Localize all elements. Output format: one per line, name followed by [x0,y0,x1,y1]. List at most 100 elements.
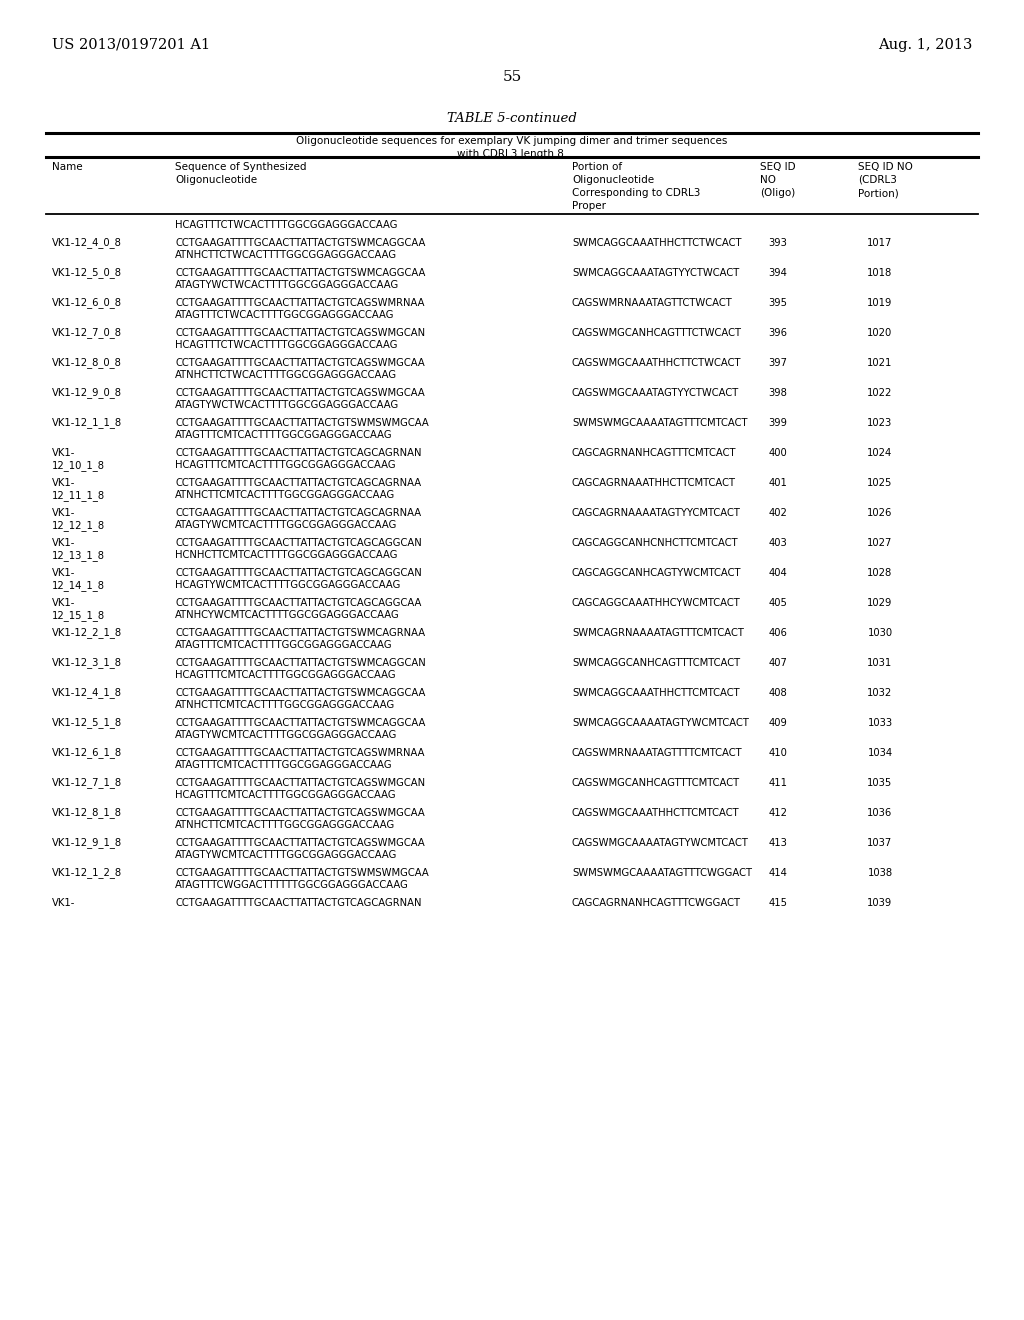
Text: HCAGTTTCMTCACTTTTGGCGGAGGGACCAAG: HCAGTTTCMTCACTTTTGGCGGAGGGACCAAG [175,671,395,680]
Text: VK1-: VK1- [52,568,76,578]
Text: 1020: 1020 [867,327,893,338]
Text: CCTGAAGATTTTGCAACTTATTACTGTCAGCAGGCAN: CCTGAAGATTTTGCAACTTATTACTGTCAGCAGGCAN [175,537,422,548]
Text: SWMSWMGCAAAATAGTTTCMTCACT: SWMSWMGCAAAATAGTTTCMTCACT [572,417,748,428]
Text: Oligonucleotide: Oligonucleotide [572,176,654,185]
Text: Name: Name [52,162,83,172]
Text: 404: 404 [769,568,787,578]
Text: 401: 401 [769,478,787,487]
Text: CAGSWMGCANHCAGTTTCTWCACT: CAGSWMGCANHCAGTTTCTWCACT [572,327,742,338]
Text: SEQ ID NO: SEQ ID NO [858,162,912,172]
Text: Portion of: Portion of [572,162,623,172]
Text: 1019: 1019 [867,297,893,308]
Text: CCTGAAGATTTTGCAACTTATTACTGTCAGCAGRNAA: CCTGAAGATTTTGCAACTTATTACTGTCAGCAGRNAA [175,478,421,487]
Text: 12_12_1_8: 12_12_1_8 [52,520,105,531]
Text: SWMCAGRNAAAATAGTTTCMTCACT: SWMCAGRNAAAATAGTTTCMTCACT [572,627,743,638]
Text: SWMCAGGCAAATAGTYYCTWCACT: SWMCAGGCAAATAGTYYCTWCACT [572,268,739,277]
Text: VK1-12_9_0_8: VK1-12_9_0_8 [52,388,122,399]
Text: 1024: 1024 [867,447,893,458]
Text: 409: 409 [769,718,787,727]
Text: CAGSWMGCAAATHHCTTCMTCACT: CAGSWMGCAAATHHCTTCMTCACT [572,808,739,817]
Text: SWMCAGGCANHCAGTTTCMTCACT: SWMCAGGCANHCAGTTTCMTCACT [572,657,740,668]
Text: ATAGTYWCMTCACTTTTGGCGGAGGGACCAAG: ATAGTYWCMTCACTTTTGGCGGAGGGACCAAG [175,520,397,531]
Text: CAGCAGRNAAATHHCTTCMTCACT: CAGCAGRNAAATHHCTTCMTCACT [572,478,736,487]
Text: CCTGAAGATTTTGCAACTTATTACTGTCAGSWMGCAA: CCTGAAGATTTTGCAACTTATTACTGTCAGSWMGCAA [175,808,425,817]
Text: Oligonucleotide sequences for exemplary VK jumping dimer and trimer sequences: Oligonucleotide sequences for exemplary … [296,136,728,147]
Text: CCTGAAGATTTTGCAACTTATTACTGTCAGSWMGCAA: CCTGAAGATTTTGCAACTTATTACTGTCAGSWMGCAA [175,837,425,847]
Text: VK1-: VK1- [52,898,76,908]
Text: 412: 412 [768,808,787,817]
Text: SEQ ID: SEQ ID [760,162,796,172]
Text: 1018: 1018 [867,268,893,277]
Text: CAGCAGGCANHCAGTYWCMTCACT: CAGCAGGCANHCAGTYWCMTCACT [572,568,741,578]
Text: 1033: 1033 [867,718,893,727]
Text: US 2013/0197201 A1: US 2013/0197201 A1 [52,38,210,51]
Text: CAGCAGGCAAATHHCYWCMTCACT: CAGCAGGCAAATHHCYWCMTCACT [572,598,740,607]
Text: CCTGAAGATTTTGCAACTTATTACTGTCAGSWMGCAN: CCTGAAGATTTTGCAACTTATTACTGTCAGSWMGCAN [175,777,425,788]
Text: 1025: 1025 [867,478,893,487]
Text: 1030: 1030 [867,627,893,638]
Text: ATAGTTTCMTCACTTTTGGCGGAGGGACCAAG: ATAGTTTCMTCACTTTTGGCGGAGGGACCAAG [175,760,392,770]
Text: Portion): Portion) [858,187,899,198]
Text: 403: 403 [769,537,787,548]
Text: CAGSWMGCAAAATAGTYWCMTCACT: CAGSWMGCAAAATAGTYWCMTCACT [572,837,749,847]
Text: VK1-12_8_0_8: VK1-12_8_0_8 [52,358,122,368]
Text: 402: 402 [769,507,787,517]
Text: CAGCAGRNANHCAGTTTCWGGACT: CAGCAGRNANHCAGTTTCWGGACT [572,898,741,908]
Text: 414: 414 [769,867,787,878]
Text: VK1-12_1_2_8: VK1-12_1_2_8 [52,867,122,878]
Text: 55: 55 [503,70,521,84]
Text: 1035: 1035 [867,777,893,788]
Text: CCTGAAGATTTTGCAACTTATTACTGTCAGSWMRNAA: CCTGAAGATTTTGCAACTTATTACTGTCAGSWMRNAA [175,297,425,308]
Text: CAGCAGGCANHCNHCTTCMTCACT: CAGCAGGCANHCNHCTTCMTCACT [572,537,738,548]
Text: HCAGTTTCTWCACTTTTGGCGGAGGGACCAAG: HCAGTTTCTWCACTTTTGGCGGAGGGACCAAG [175,341,397,350]
Text: CCTGAAGATTTTGCAACTTATTACTGTCAGCAGGCAA: CCTGAAGATTTTGCAACTTATTACTGTCAGCAGGCAA [175,598,421,607]
Text: CCTGAAGATTTTGCAACTTATTACTGTCAGCAGRNAA: CCTGAAGATTTTGCAACTTATTACTGTCAGCAGRNAA [175,507,421,517]
Text: CCTGAAGATTTTGCAACTTATTACTGTCAGCAGGCAN: CCTGAAGATTTTGCAACTTATTACTGTCAGCAGGCAN [175,568,422,578]
Text: 1021: 1021 [867,358,893,367]
Text: 398: 398 [769,388,787,397]
Text: CCTGAAGATTTTGCAACTTATTACTGTSWMCAGRNAA: CCTGAAGATTTTGCAACTTATTACTGTSWMCAGRNAA [175,627,425,638]
Text: ATAGTYWCTWCACTTTTGGCGGAGGGACCAAG: ATAGTYWCTWCACTTTTGGCGGAGGGACCAAG [175,280,399,290]
Text: CCTGAAGATTTTGCAACTTATTACTGTCAGSWMGCAN: CCTGAAGATTTTGCAACTTATTACTGTCAGSWMGCAN [175,327,425,338]
Text: VK1-12_4_1_8: VK1-12_4_1_8 [52,688,122,698]
Text: 1031: 1031 [867,657,893,668]
Text: 1023: 1023 [867,417,893,428]
Text: CCTGAAGATTTTGCAACTTATTACTGTSWMCAGGCAA: CCTGAAGATTTTGCAACTTATTACTGTSWMCAGGCAA [175,718,425,727]
Text: 1038: 1038 [867,867,893,878]
Text: VK1-12_2_1_8: VK1-12_2_1_8 [52,627,122,639]
Text: VK1-12_4_0_8: VK1-12_4_0_8 [52,238,122,248]
Text: 1022: 1022 [867,388,893,397]
Text: VK1-: VK1- [52,447,76,458]
Text: 1034: 1034 [867,747,893,758]
Text: SWMSWMGCAAAATAGTTTCWGGACT: SWMSWMGCAAAATAGTTTCWGGACT [572,867,752,878]
Text: ATNHCTTCMTCACTTTTGGCGGAGGGACCAAG: ATNHCTTCMTCACTTTTGGCGGAGGGACCAAG [175,490,395,500]
Text: CCTGAAGATTTTGCAACTTATTACTGTSWMSWMGCAA: CCTGAAGATTTTGCAACTTATTACTGTSWMSWMGCAA [175,417,429,428]
Text: VK1-: VK1- [52,537,76,548]
Text: 12_15_1_8: 12_15_1_8 [52,610,105,620]
Text: CAGSWMGCAAATAGTYYCTWCACT: CAGSWMGCAAATAGTYYCTWCACT [572,388,739,397]
Text: VK1-12_8_1_8: VK1-12_8_1_8 [52,808,122,818]
Text: 1029: 1029 [867,598,893,607]
Text: 1017: 1017 [867,238,893,248]
Text: 397: 397 [768,358,787,367]
Text: 415: 415 [768,898,787,908]
Text: 411: 411 [768,777,787,788]
Text: CCTGAAGATTTTGCAACTTATTACTGTSWMCAGGCAA: CCTGAAGATTTTGCAACTTATTACTGTSWMCAGGCAA [175,268,425,277]
Text: NO: NO [760,176,776,185]
Text: VK1-12_5_1_8: VK1-12_5_1_8 [52,718,122,729]
Text: ATAGTYWCTWCACTTTTGGCGGAGGGACCAAG: ATAGTYWCTWCACTTTTGGCGGAGGGACCAAG [175,400,399,411]
Text: CCTGAAGATTTTGCAACTTATTACTGTSWMSWMGCAA: CCTGAAGATTTTGCAACTTATTACTGTSWMSWMGCAA [175,867,429,878]
Text: 1028: 1028 [867,568,893,578]
Text: ATNHCTTCMTCACTTTTGGCGGAGGGACCAAG: ATNHCTTCMTCACTTTTGGCGGAGGGACCAAG [175,700,395,710]
Text: VK1-12_7_1_8: VK1-12_7_1_8 [52,777,122,788]
Text: VK1-12_1_1_8: VK1-12_1_1_8 [52,417,122,429]
Text: ATAGTTTCMTCACTTTTGGCGGAGGGACCAAG: ATAGTTTCMTCACTTTTGGCGGAGGGACCAAG [175,640,392,649]
Text: 407: 407 [769,657,787,668]
Text: 405: 405 [769,598,787,607]
Text: CCTGAAGATTTTGCAACTTATTACTGTSWMCAGGCAA: CCTGAAGATTTTGCAACTTATTACTGTSWMCAGGCAA [175,688,425,697]
Text: ATAGTYWCMTCACTTTTGGCGGAGGGACCAAG: ATAGTYWCMTCACTTTTGGCGGAGGGACCAAG [175,730,397,741]
Text: ATNHCTTCMTCACTTTTGGCGGAGGGACCAAG: ATNHCTTCMTCACTTTTGGCGGAGGGACCAAG [175,820,395,830]
Text: CAGSWMRNAAATAGTTTTCMTCACT: CAGSWMRNAAATAGTTTTCMTCACT [572,747,742,758]
Text: Oligonucleotide: Oligonucleotide [175,176,257,185]
Text: CAGSWMRNAAATAGTTCTWCACT: CAGSWMRNAAATAGTTCTWCACT [572,297,733,308]
